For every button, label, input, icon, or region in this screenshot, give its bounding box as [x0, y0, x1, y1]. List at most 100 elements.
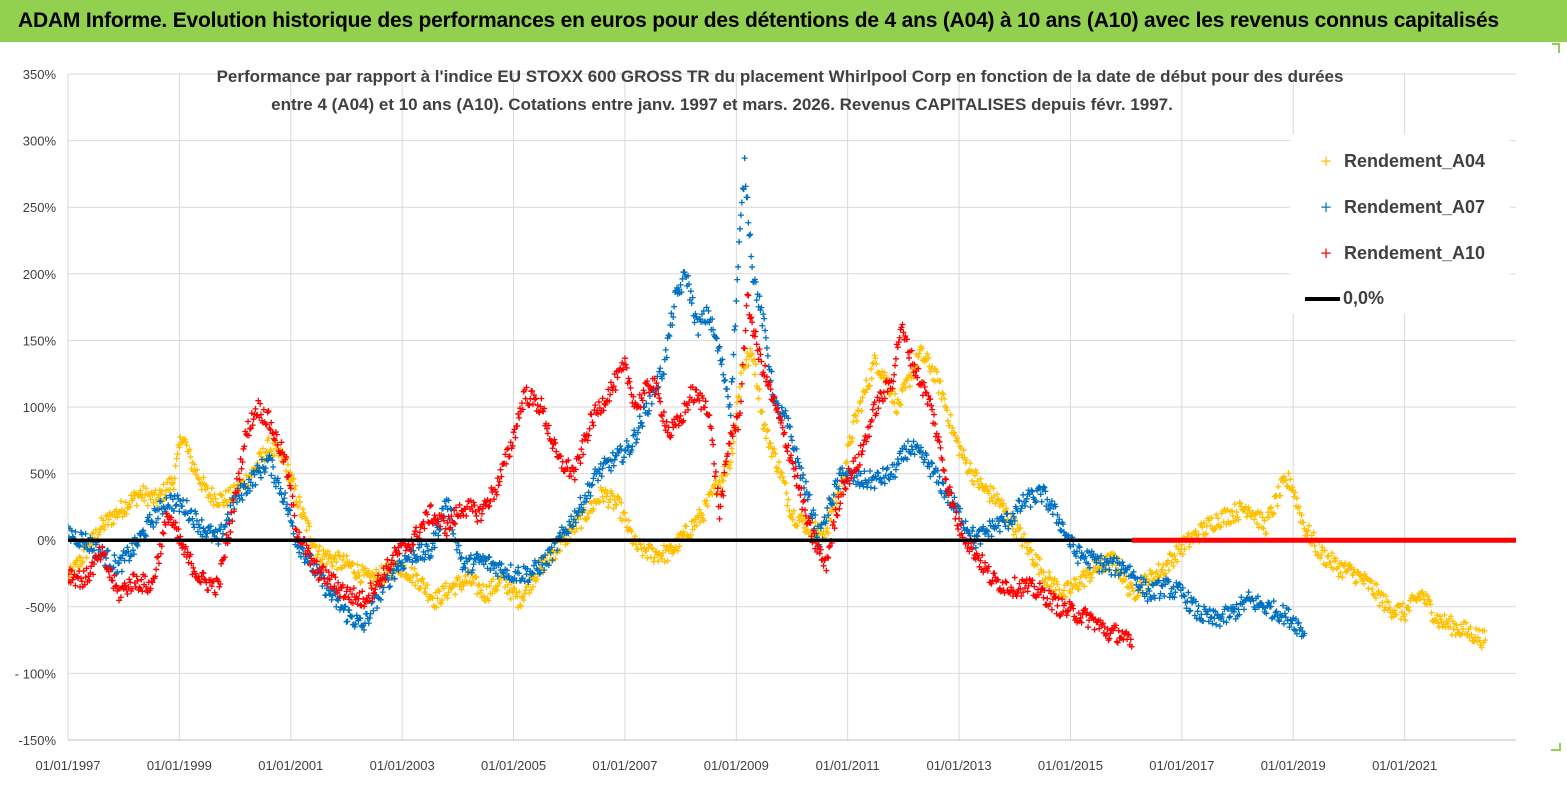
data-point — [606, 499, 613, 506]
data-point — [926, 463, 933, 470]
data-point — [789, 460, 796, 467]
data-point — [120, 585, 127, 592]
data-point — [1213, 511, 1220, 518]
data-point — [297, 553, 304, 560]
data-point — [792, 465, 799, 472]
data-point — [1263, 530, 1270, 537]
data-point — [944, 417, 951, 424]
data-point — [704, 502, 711, 509]
data-point — [325, 587, 332, 594]
data-point — [1359, 577, 1366, 584]
data-point — [265, 408, 272, 415]
data-point — [1231, 501, 1238, 508]
data-point — [1148, 596, 1155, 603]
data-point — [435, 518, 442, 525]
data-point — [1062, 593, 1069, 600]
data-point — [685, 272, 692, 279]
data-point — [988, 533, 995, 540]
data-point — [163, 510, 170, 517]
data-point — [1176, 581, 1183, 588]
data-point — [313, 558, 320, 565]
data-point — [1058, 527, 1065, 534]
data-point — [658, 411, 665, 418]
data-point — [83, 565, 90, 572]
data-point — [868, 375, 875, 382]
data-point — [553, 448, 560, 455]
data-point — [354, 561, 361, 568]
data-point — [109, 512, 116, 519]
data-point — [1468, 631, 1475, 638]
data-point — [1019, 542, 1026, 549]
data-point — [957, 520, 964, 527]
data-point — [644, 378, 651, 385]
data-point — [737, 410, 744, 417]
data-point — [1027, 546, 1034, 553]
data-point — [219, 557, 226, 564]
data-point — [763, 345, 770, 352]
data-point — [985, 490, 992, 497]
data-point — [78, 578, 85, 585]
data-point — [286, 507, 293, 514]
data-point — [660, 409, 667, 416]
data-point — [639, 423, 646, 430]
data-point — [480, 561, 487, 568]
data-point — [844, 475, 851, 482]
data-point — [768, 453, 775, 460]
data-point — [850, 458, 857, 465]
data-point — [241, 480, 248, 487]
data-point — [763, 378, 770, 385]
data-point — [1360, 580, 1367, 587]
data-point — [169, 479, 176, 486]
data-point — [114, 514, 121, 521]
data-point — [897, 448, 904, 455]
data-point — [344, 618, 351, 625]
data-point — [1011, 517, 1018, 524]
data-point — [789, 516, 796, 523]
data-point — [1165, 567, 1172, 574]
data-point — [566, 518, 573, 525]
data-point — [859, 394, 866, 401]
report-title: ADAM Informe. Evolution historique des p… — [0, 0, 1567, 42]
data-point — [526, 590, 533, 597]
data-point — [589, 419, 596, 426]
data-point — [222, 488, 229, 495]
data-point — [410, 541, 417, 548]
data-point — [1031, 562, 1038, 569]
data-point — [658, 553, 665, 560]
data-point — [687, 288, 694, 295]
data-point — [921, 383, 928, 390]
data-point — [1081, 583, 1088, 590]
data-point — [284, 501, 291, 508]
data-point — [1275, 617, 1282, 624]
data-point — [836, 505, 843, 512]
data-point — [867, 366, 874, 373]
resize-handle-bottom-right[interactable] — [1551, 743, 1561, 751]
data-point — [1228, 507, 1235, 514]
data-point — [296, 494, 303, 501]
data-point — [517, 405, 524, 412]
data-point — [648, 400, 655, 407]
data-point — [292, 525, 299, 532]
data-point — [622, 447, 629, 454]
data-point — [833, 511, 840, 518]
data-point — [535, 559, 542, 566]
data-point — [745, 292, 752, 299]
data-point — [1478, 644, 1485, 651]
data-point — [620, 454, 627, 461]
data-point — [895, 339, 902, 346]
data-point — [520, 597, 527, 604]
data-point — [661, 558, 668, 565]
data-point — [1245, 589, 1252, 596]
data-point — [843, 458, 850, 465]
y-tick-label: 0% — [37, 533, 56, 548]
resize-handle-top-right[interactable] — [1552, 43, 1560, 53]
data-point — [1261, 517, 1268, 524]
data-point — [781, 479, 788, 486]
data-point — [708, 425, 715, 432]
data-point — [629, 443, 636, 450]
data-point — [778, 404, 785, 411]
data-point — [958, 451, 965, 458]
data-point — [239, 459, 246, 466]
data-point — [1231, 605, 1238, 612]
data-point — [1181, 593, 1188, 600]
